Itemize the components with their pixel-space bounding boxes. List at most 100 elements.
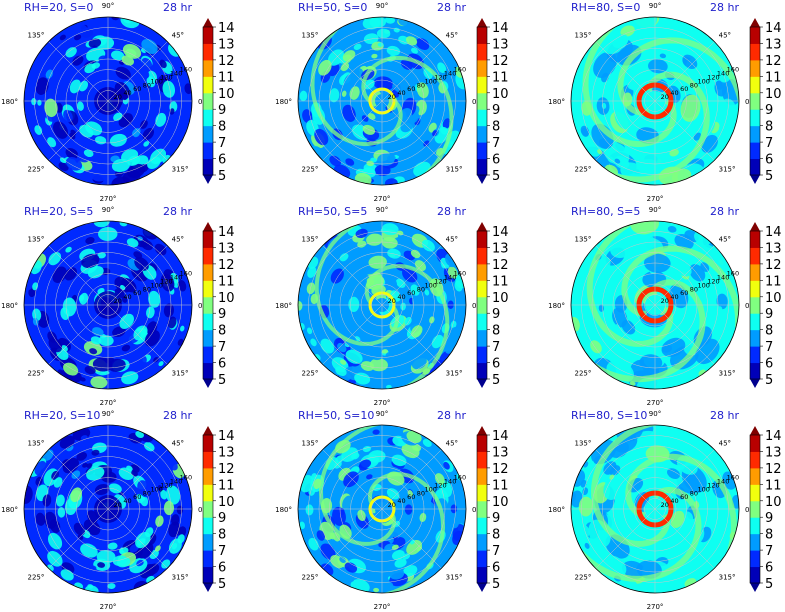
angle-tick-label: 180° xyxy=(275,302,292,310)
contour-blob xyxy=(442,118,451,129)
colorbar-tick-label: 14 xyxy=(765,225,782,240)
angular-gridline xyxy=(322,304,383,365)
contour-blob xyxy=(348,296,360,313)
colorbar-tick-label: 7 xyxy=(492,340,500,355)
colorbar-segment xyxy=(477,27,487,44)
radial-tick-label: 40 xyxy=(123,293,131,301)
contour-blob xyxy=(34,461,47,476)
colorbar-extend-min xyxy=(203,379,213,388)
contour-blob xyxy=(389,568,405,580)
colorbar-tick-label: 9 xyxy=(492,103,500,118)
angle-tick-label: 45° xyxy=(172,31,184,39)
colorbar-tick-label: 14 xyxy=(492,429,509,444)
contour-blob xyxy=(337,342,347,353)
contour-blob xyxy=(48,252,62,266)
colorbar-segment xyxy=(203,451,213,469)
contour-blob xyxy=(362,17,381,30)
colorbar-segment xyxy=(203,142,213,160)
colorbar-tick-label: 9 xyxy=(218,103,226,118)
radial-tick-label: 100 xyxy=(150,485,162,493)
colorbar-tick-label: 6 xyxy=(492,561,500,576)
contour-blob xyxy=(349,68,364,82)
contour-blob xyxy=(79,27,97,41)
contour-blob xyxy=(366,233,384,246)
radial-tick-label: 120 xyxy=(707,73,719,81)
radial-tick-label: 20 xyxy=(388,501,396,509)
contour-blob xyxy=(387,248,401,259)
contour-blob xyxy=(431,334,444,349)
contour-blob xyxy=(414,260,426,272)
contour-blob xyxy=(335,366,347,377)
contour-blob xyxy=(139,495,149,507)
contour-blob xyxy=(659,433,671,442)
angle-tick-label: 180° xyxy=(548,98,565,106)
angle-tick-label: 0° xyxy=(198,302,206,310)
angular-gridline xyxy=(322,508,383,569)
angle-tick-label: 315° xyxy=(446,574,463,582)
contour-blob xyxy=(424,289,430,296)
panel-time: 28 hr xyxy=(163,409,192,422)
contour-blob xyxy=(158,361,164,367)
colorbar-segment xyxy=(477,76,487,94)
colorbar-segment xyxy=(750,550,760,568)
contour-blob xyxy=(135,531,151,549)
contour-blob xyxy=(667,226,677,233)
panel-title: RH=20, S=10 xyxy=(24,409,100,422)
colorbar-extend-min xyxy=(750,379,760,388)
colorbar-segment xyxy=(203,296,213,314)
colorbar-segment xyxy=(750,500,760,518)
colorbar-segment xyxy=(203,484,213,502)
contour-blob xyxy=(675,569,691,582)
angle-tick-label: 270° xyxy=(100,399,117,407)
panel-title: RH=20, S=0 xyxy=(24,1,93,14)
angular-gridline xyxy=(595,41,656,102)
contour-blob xyxy=(90,169,108,182)
contour-blob xyxy=(340,62,350,72)
contour-blob xyxy=(111,458,119,465)
angular-gridline xyxy=(48,449,109,510)
contour-blob xyxy=(407,490,414,497)
angular-gridline xyxy=(48,304,109,365)
angle-tick-label: 135° xyxy=(301,31,318,39)
polar-panel: 0°45°90°135°180°225°270°315°20 40 60 80 1001… xyxy=(548,1,781,203)
contour-blob xyxy=(136,559,144,567)
contour-blob xyxy=(696,449,707,460)
contour-blob xyxy=(392,236,412,251)
colorbar-tick-label: 10 xyxy=(765,291,782,306)
contour-blob xyxy=(386,45,401,56)
angular-gridline xyxy=(381,245,442,306)
angular-gridline xyxy=(595,304,656,365)
contour-blob xyxy=(327,237,345,254)
radial-tick-label: 60 xyxy=(133,85,141,93)
contour-blob xyxy=(86,463,93,468)
colorbar-extend-min xyxy=(477,583,487,592)
radial-tick-label: 80 xyxy=(690,81,698,89)
contour-blob xyxy=(699,32,707,39)
contour-blob xyxy=(419,512,427,523)
contour-blob xyxy=(387,154,396,162)
contour-blob xyxy=(391,77,407,93)
colorbar-tick-label: 14 xyxy=(218,225,235,240)
contour-blob xyxy=(659,53,667,59)
colorbar-segment xyxy=(477,329,487,347)
angle-tick-label: 45° xyxy=(446,235,458,243)
radial-tick-label: 60 xyxy=(133,493,141,501)
contour-blob xyxy=(95,36,115,50)
angle-tick-label: 225° xyxy=(301,166,318,174)
contour-blob xyxy=(24,485,33,504)
contour-blob xyxy=(143,141,150,147)
angular-gridline xyxy=(322,449,383,510)
contour-blob xyxy=(132,27,146,38)
radial-tick-label: 120 xyxy=(707,277,719,285)
colorbar-extend-max xyxy=(203,18,213,27)
angular-gridline xyxy=(107,508,168,569)
contour-blob xyxy=(332,141,344,153)
contour-blob xyxy=(411,296,420,308)
contour-blob xyxy=(127,163,146,178)
radial-tick-label: 100 xyxy=(697,281,709,289)
contour-blob xyxy=(716,80,723,90)
contour-blob xyxy=(146,76,156,88)
